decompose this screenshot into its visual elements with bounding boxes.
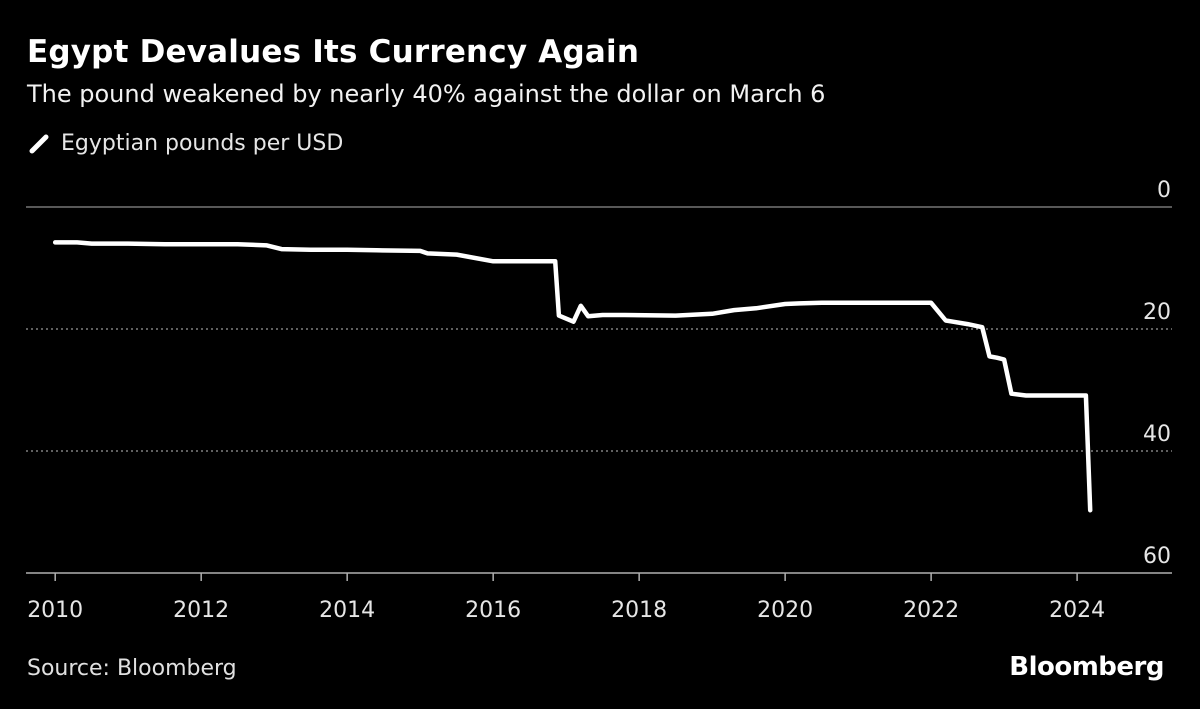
x-tick-label: 2012	[173, 598, 229, 623]
x-tick-label: 2010	[27, 598, 83, 623]
legend: Egyptian pounds per USD	[27, 131, 343, 156]
y-tick-label: 40	[1143, 422, 1171, 447]
series-line-0	[52, 240, 1093, 513]
legend-swatch	[29, 134, 49, 153]
x-tick-label: 2014	[319, 598, 375, 623]
x-tick-label: 2016	[465, 598, 521, 623]
series-layer	[52, 240, 1093, 513]
x-tick-label: 2024	[1049, 598, 1105, 623]
chart-subtitle: The pound weakened by nearly 40% against…	[27, 80, 826, 108]
source-note: Source: Bloomberg	[27, 656, 237, 681]
chart-title: Egypt Devalues Its Currency Again	[27, 34, 640, 70]
y-tick-label: 60	[1143, 544, 1171, 569]
y-tick-label: 20	[1143, 300, 1171, 325]
axes: 0 20 40 60 2010 2012 2014 2016 2018 2020 2022 2024	[26, 178, 1172, 623]
y-tick-label: 0	[1157, 178, 1171, 203]
bloomberg-logo: Bloomberg	[1009, 652, 1164, 682]
legend-label: Egyptian pounds per USD	[61, 131, 344, 156]
x-tick-label: 2022	[903, 598, 959, 623]
x-tick-label: 2020	[757, 598, 813, 623]
x-tick-label: 2018	[611, 598, 667, 623]
